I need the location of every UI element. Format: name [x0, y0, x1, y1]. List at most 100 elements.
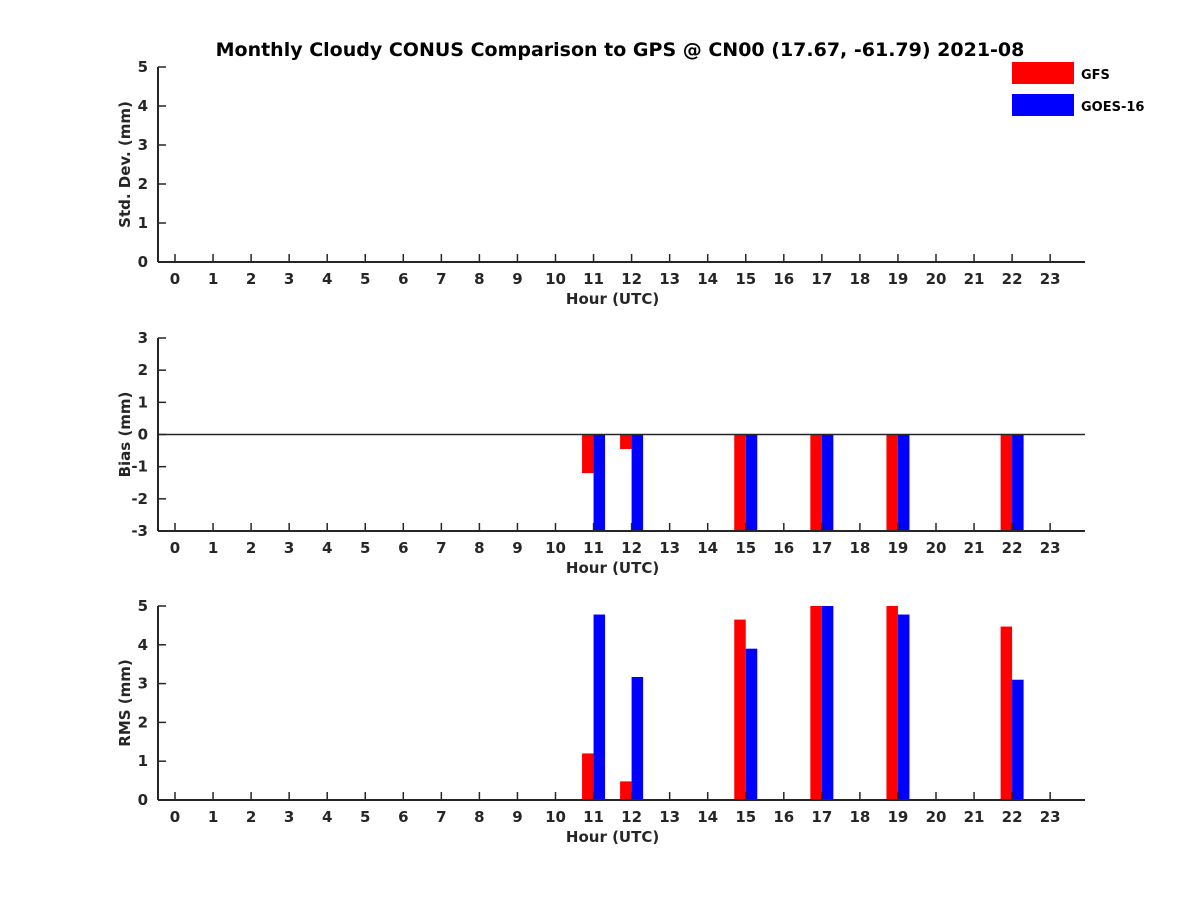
bias-bar-gfs-11 [582, 434, 594, 474]
std-dev-y-axis-label: Std. Dev. (mm) [116, 101, 134, 228]
bias-x-tick-label: 4 [322, 539, 332, 557]
std-dev-x-tick-label: 9 [512, 270, 522, 288]
chart-title: Monthly Cloudy CONUS Comparison to GPS @… [216, 39, 1025, 61]
bias-y-tick-label: 2 [138, 361, 148, 379]
std-dev-x-tick-label: 20 [926, 270, 947, 288]
std-dev-x-tick-label: 18 [849, 270, 870, 288]
rms-bar-goes16-17 [821, 606, 834, 800]
rms-x-tick-label: 11 [583, 808, 604, 826]
rms-x-tick-label: 15 [735, 808, 756, 826]
legend-swatch-gfs [1012, 62, 1074, 84]
bias-bar-goes16-22 [1012, 434, 1024, 531]
bias-bar-gfs-15 [734, 434, 746, 531]
bias-x-tick-label: 12 [621, 539, 642, 557]
bias-bar-goes16-17 [821, 434, 834, 531]
bias-bar-gfs-22 [1000, 434, 1013, 531]
bias-bar-goes16-11 [593, 434, 606, 531]
bias-y-tick-label: 0 [138, 426, 148, 444]
std-dev-x-tick-label: 0 [170, 270, 180, 288]
bias-x-tick-label: 8 [474, 539, 484, 557]
legend-label-gfs: GFS [1081, 68, 1110, 83]
std-dev-x-tick-label: 15 [735, 270, 756, 288]
rms-x-tick-label: 4 [322, 808, 332, 826]
bias-x-tick-label: 19 [888, 539, 909, 557]
rms-bar-goes16-12 [631, 677, 644, 800]
std-dev-x-tick-label: 4 [322, 270, 332, 288]
std-dev-x-tick-label: 1 [208, 270, 218, 288]
rms-x-tick-label: 14 [697, 808, 718, 826]
rms-bar-gfs-12 [620, 781, 632, 800]
rms-x-tick-label: 23 [1040, 808, 1061, 826]
bias-y-tick-label: 3 [138, 329, 148, 347]
rms-x-tick-label: 17 [811, 808, 832, 826]
bias-x-tick-label: 10 [545, 539, 566, 557]
bias-panel: 0 1 2 3 4 5 6 7 8 9 10 11 12 13 14 15 16 17 18 19 20 21 22 23-3… [116, 329, 1085, 577]
bias-x-tick-label: 6 [398, 539, 408, 557]
rms-x-tick-label: 22 [1002, 808, 1023, 826]
std-dev-y-tick-label: 1 [138, 214, 148, 232]
std-dev-x-tick-label: 7 [436, 270, 446, 288]
std-dev-x-tick-label: 21 [964, 270, 985, 288]
legend-swatch-goes16 [1012, 94, 1074, 116]
rms-y-tick-label: 1 [138, 752, 148, 770]
bias-bar-goes16-15 [745, 434, 758, 531]
rms-x-tick-label: 13 [659, 808, 680, 826]
rms-y-tick-label: 5 [138, 597, 148, 615]
std-dev-y-tick-label: 3 [138, 136, 148, 154]
std-dev-x-tick-label: 6 [398, 270, 408, 288]
rms-x-tick-label: 12 [621, 808, 642, 826]
bias-y-tick-label: 1 [138, 393, 148, 411]
rms-x-tick-label: 1 [208, 808, 218, 826]
bias-x-tick-label: 18 [849, 539, 870, 557]
bias-y-tick-label: -1 [131, 458, 148, 476]
bias-x-tick-label: 3 [284, 539, 294, 557]
rms-bar-goes16-11 [593, 614, 606, 800]
rms-x-tick-label: 0 [170, 808, 180, 826]
rms-x-tick-label: 6 [398, 808, 408, 826]
bias-bar-goes16-12 [631, 434, 644, 531]
rms-x-tick-label: 9 [512, 808, 522, 826]
rms-y-tick-label: 4 [138, 636, 148, 654]
bias-x-tick-label: 2 [246, 539, 256, 557]
bias-x-tick-label: 5 [360, 539, 370, 557]
rms-x-tick-label: 18 [849, 808, 870, 826]
bias-bar-gfs-17 [810, 434, 822, 531]
rms-x-tick-label: 21 [964, 808, 985, 826]
std-dev-x-tick-label: 3 [284, 270, 294, 288]
rms-x-axis-label: Hour (UTC) [566, 828, 659, 846]
std-dev-x-tick-label: 14 [697, 270, 718, 288]
rms-bar-gfs-22 [1000, 626, 1013, 800]
rms-bar-goes16-19 [897, 614, 910, 800]
rms-panel: 0 1 2 3 4 5 6 7 8 9 10 11 12 13 14 15 16 17 18 19 20 21 22 2301… [116, 597, 1085, 846]
rms-y-tick-label: 3 [138, 675, 148, 693]
rms-x-tick-label: 19 [888, 808, 909, 826]
std-dev-x-tick-label: 8 [474, 270, 484, 288]
std-dev-x-tick-label: 17 [811, 270, 832, 288]
bias-x-tick-label: 13 [659, 539, 680, 557]
rms-bar-gfs-17 [810, 606, 822, 800]
bias-bar-goes16-19 [897, 434, 910, 531]
std-dev-y-tick-label: 4 [138, 97, 148, 115]
bias-x-tick-label: 22 [1002, 539, 1023, 557]
rms-bar-goes16-15 [745, 648, 758, 800]
bias-x-tick-label: 15 [735, 539, 756, 557]
bias-x-tick-label: 21 [964, 539, 985, 557]
bias-bar-gfs-12 [620, 434, 632, 449]
bias-x-tick-label: 23 [1040, 539, 1061, 557]
std-dev-x-tick-label: 10 [545, 270, 566, 288]
bias-bar-gfs-19 [886, 434, 898, 531]
std-dev-x-tick-label: 2 [246, 270, 256, 288]
rms-bar-gfs-11 [582, 753, 594, 800]
bias-x-tick-label: 20 [926, 539, 947, 557]
bias-x-tick-label: 17 [811, 539, 832, 557]
bias-x-tick-label: 9 [512, 539, 522, 557]
rms-x-tick-label: 3 [284, 808, 294, 826]
rms-bar-gfs-19 [886, 606, 898, 800]
bias-x-tick-label: 7 [436, 539, 446, 557]
std-dev-y-tick-label: 5 [138, 58, 148, 76]
rms-x-tick-label: 2 [246, 808, 256, 826]
std-dev-x-tick-label: 5 [360, 270, 370, 288]
std-dev-x-tick-label: 19 [888, 270, 909, 288]
bias-x-tick-label: 11 [583, 539, 604, 557]
